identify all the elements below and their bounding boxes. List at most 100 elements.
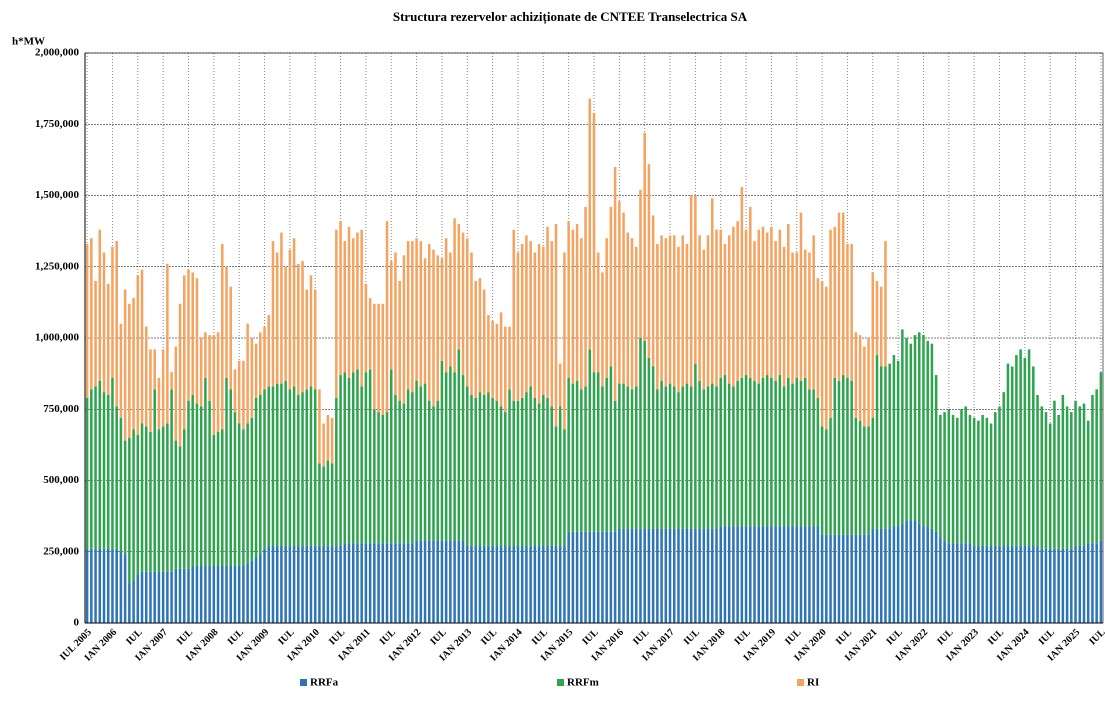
bar-segment — [402, 255, 406, 404]
legend-label: RI — [807, 677, 819, 689]
y-tick-label: 500,000 — [43, 474, 79, 486]
bar-segment — [508, 546, 511, 623]
bar-segment — [187, 400, 190, 569]
bar-segment — [292, 238, 296, 387]
bar-segment — [478, 278, 482, 393]
bar-segment — [812, 235, 815, 390]
bar-segment — [964, 406, 967, 544]
bar-segment — [613, 167, 617, 401]
bar-segment — [432, 249, 435, 407]
bar-segment — [470, 546, 473, 623]
bar-segment — [98, 380, 102, 549]
bar-segment — [643, 132, 646, 341]
bar-segment — [229, 389, 232, 566]
bar-segment — [115, 406, 118, 549]
bar-segment — [250, 560, 254, 623]
x-tick-label: IUL — [124, 627, 145, 648]
bar-segment — [149, 432, 152, 572]
bar-segment — [820, 281, 824, 427]
bar-segment — [415, 380, 418, 541]
bar-segment — [879, 286, 883, 367]
bar-segment — [681, 528, 684, 623]
bar-segment — [799, 526, 803, 623]
bar-segment — [174, 346, 178, 441]
bar-segment — [377, 543, 380, 623]
bar-segment — [271, 386, 275, 547]
bar-segment — [512, 229, 516, 401]
bar-segment — [106, 548, 110, 623]
bar-segment — [474, 397, 477, 547]
bar-segment — [335, 546, 338, 623]
bar-segment — [592, 531, 596, 623]
bar-segment — [736, 221, 739, 381]
bar-segment — [732, 226, 735, 387]
bar-segment — [744, 526, 748, 623]
bar-segment — [140, 571, 144, 623]
bar-segment — [330, 417, 334, 464]
bar-segment — [761, 226, 765, 378]
bar-segment — [596, 372, 600, 532]
bar-segment — [795, 377, 799, 527]
bar-segment — [128, 437, 131, 584]
bar-segment — [639, 189, 642, 338]
bar-segment — [892, 355, 896, 527]
x-tick-label: IUL — [479, 627, 500, 648]
bar-segment — [305, 546, 309, 623]
bar-segment — [440, 360, 444, 541]
bar-segment — [504, 412, 507, 547]
bar-segment — [90, 389, 93, 549]
bar-segment — [584, 386, 587, 532]
bar-segment — [778, 375, 782, 527]
bar-segment — [495, 323, 499, 401]
bar-segment — [364, 283, 368, 373]
bar-segment — [351, 543, 355, 623]
bar-segment — [825, 534, 828, 623]
bar-segment — [322, 466, 325, 547]
bar-segment — [727, 383, 731, 527]
bar-segment — [668, 383, 672, 529]
bar-segment — [364, 543, 368, 623]
bar-segment — [930, 343, 934, 529]
bar-segment — [854, 417, 858, 535]
bar-segment — [613, 400, 617, 532]
bar-segment — [275, 383, 279, 547]
y-tick-label: 1,750,000 — [35, 118, 80, 130]
bar-segment — [968, 414, 972, 544]
bar-segment — [144, 426, 148, 572]
bar-segment — [985, 417, 989, 547]
bar-segment — [229, 286, 232, 390]
bar-segment — [727, 235, 731, 384]
bar-segment — [440, 258, 444, 361]
bar-segment — [613, 531, 617, 623]
bar-segment — [660, 528, 663, 623]
bar-segment — [1086, 420, 1090, 544]
bar-segment — [529, 241, 532, 387]
bar-segment — [98, 229, 102, 381]
bar-segment — [808, 526, 811, 623]
bar-segment — [1006, 363, 1010, 547]
bar-segment — [761, 526, 765, 623]
bar-segment — [774, 526, 777, 623]
bar-segment — [588, 531, 592, 623]
bar-segment — [102, 392, 106, 549]
bar-segment — [356, 232, 359, 370]
bar-segment — [128, 583, 131, 623]
bar-segment — [419, 540, 423, 623]
bar-segment — [1040, 548, 1044, 623]
bar-segment — [427, 400, 431, 541]
bar-segment — [588, 98, 592, 350]
legend-swatch — [300, 679, 307, 686]
bar-segment — [1070, 412, 1073, 549]
bar-segment — [347, 226, 351, 378]
bar-segment — [170, 372, 173, 390]
bar-segment — [558, 363, 562, 407]
bar-segment — [698, 380, 701, 529]
bar-segment — [474, 281, 477, 398]
bar-segment — [453, 372, 456, 541]
bar-segment — [816, 397, 820, 527]
y-axis-label: h*MW — [12, 36, 45, 48]
bar-segment — [182, 275, 186, 430]
bar-segment — [204, 566, 207, 623]
bar-segment — [757, 383, 761, 527]
bar-segment — [634, 528, 638, 623]
